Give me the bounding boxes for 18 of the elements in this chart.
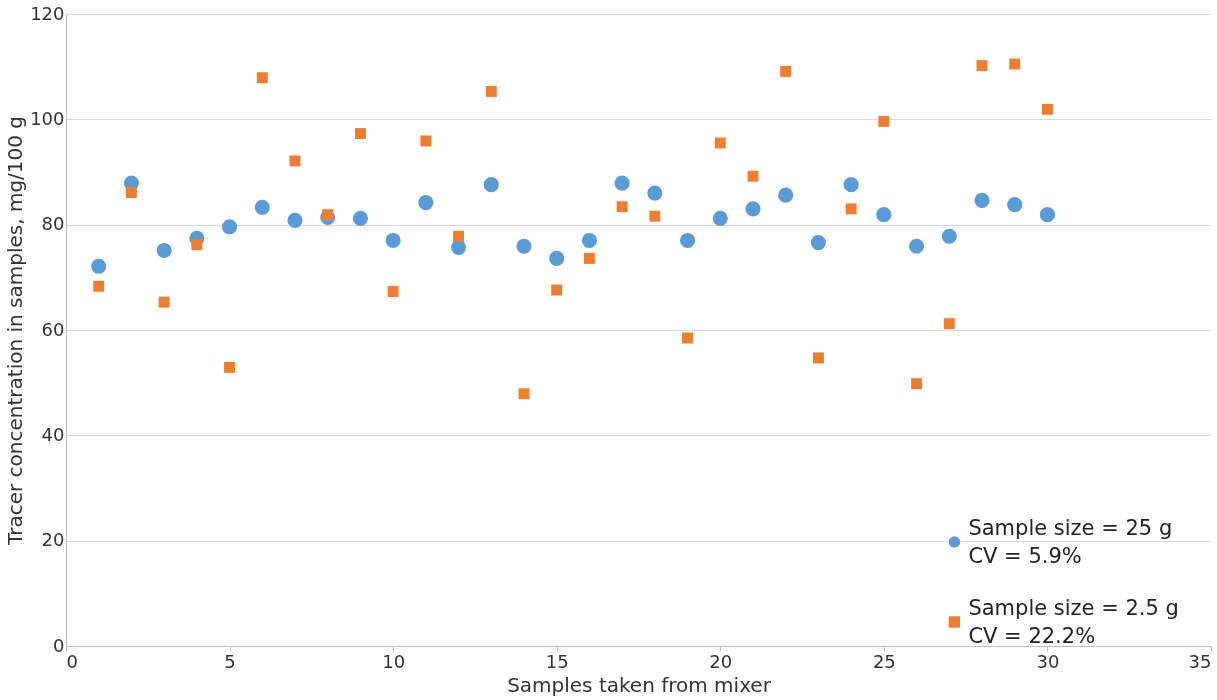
y-tick-label: 0 (53, 634, 65, 656)
x-tick-label: 5 (224, 650, 236, 672)
y-tick-label: 60 (41, 318, 65, 340)
y-axis-title: Tracer concentration in samples, mg/100 g (3, 115, 28, 547)
x-axis-title: Samples taken from mixer (507, 672, 772, 697)
x-tick-label: 25 (872, 650, 896, 672)
y-tick-label: 100 (30, 107, 65, 129)
y-tick-label: 20 (41, 529, 65, 551)
legend-label: Sample size = 2.5 g CV = 22.2% (968, 596, 1179, 648)
y-tick-label: 40 (41, 423, 65, 445)
x-tick-label: 20 (709, 650, 733, 672)
x-tick-label: 10 (382, 650, 406, 672)
legend-label: Sample size = 25 g CV = 5.9% (968, 516, 1173, 568)
x-tick-label: 35 (1188, 650, 1212, 672)
x-tick-label: 15 (545, 650, 569, 672)
y-tick-label: 120 (30, 2, 65, 24)
y-tick-label: 80 (41, 213, 65, 235)
x-tick-label: 30 (1036, 650, 1060, 672)
